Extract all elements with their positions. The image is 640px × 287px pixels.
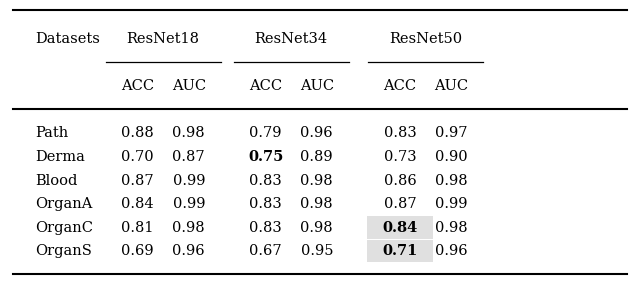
Text: ACC: ACC (383, 79, 417, 93)
Text: 0.98: 0.98 (435, 174, 467, 187)
Text: 0.87: 0.87 (122, 174, 154, 187)
Text: 0.84: 0.84 (382, 221, 418, 234)
Text: 0.98: 0.98 (435, 221, 467, 234)
Text: 0.98: 0.98 (301, 197, 333, 211)
Text: ResNet18: ResNet18 (127, 32, 200, 46)
Text: 0.96: 0.96 (435, 244, 467, 258)
Text: 0.98: 0.98 (173, 127, 205, 140)
Text: ResNet50: ResNet50 (389, 32, 462, 46)
Text: 0.71: 0.71 (382, 244, 418, 258)
Text: 0.75: 0.75 (248, 150, 284, 164)
Text: 0.73: 0.73 (384, 150, 416, 164)
Text: ResNet34: ResNet34 (255, 32, 328, 46)
Text: AUC: AUC (172, 79, 206, 93)
Text: AUC: AUC (300, 79, 334, 93)
Text: 0.79: 0.79 (250, 127, 282, 140)
Text: 0.69: 0.69 (122, 244, 154, 258)
Text: 0.88: 0.88 (121, 127, 154, 140)
Text: 0.83: 0.83 (249, 174, 282, 187)
Text: 0.98: 0.98 (173, 221, 205, 234)
Text: 0.99: 0.99 (435, 197, 467, 211)
Text: 0.84: 0.84 (122, 197, 154, 211)
Text: AUC: AUC (434, 79, 468, 93)
Text: 0.87: 0.87 (384, 197, 416, 211)
Text: ACC: ACC (249, 79, 282, 93)
Text: 0.98: 0.98 (301, 174, 333, 187)
Text: OrganS: OrganS (35, 244, 92, 258)
Text: 0.95: 0.95 (301, 244, 333, 258)
Text: 0.83: 0.83 (383, 127, 417, 140)
Text: Datasets: Datasets (35, 32, 100, 46)
Text: 0.98: 0.98 (301, 221, 333, 234)
Text: ACC: ACC (121, 79, 154, 93)
Text: 0.89: 0.89 (301, 150, 333, 164)
Text: OrganC: OrganC (35, 221, 93, 234)
Text: Derma: Derma (35, 150, 85, 164)
Text: 0.99: 0.99 (173, 174, 205, 187)
Text: 0.97: 0.97 (435, 127, 467, 140)
Text: 0.96: 0.96 (301, 127, 333, 140)
Text: Blood: Blood (35, 174, 77, 187)
FancyBboxPatch shape (367, 216, 433, 239)
Text: 0.90: 0.90 (435, 150, 467, 164)
Text: 0.83: 0.83 (249, 221, 282, 234)
Text: 0.83: 0.83 (249, 197, 282, 211)
Text: 0.67: 0.67 (250, 244, 282, 258)
Text: 0.96: 0.96 (173, 244, 205, 258)
Text: OrganA: OrganA (35, 197, 93, 211)
Text: 0.86: 0.86 (383, 174, 417, 187)
Text: 0.70: 0.70 (122, 150, 154, 164)
FancyBboxPatch shape (367, 240, 433, 262)
Text: 0.87: 0.87 (173, 150, 205, 164)
Text: 0.81: 0.81 (122, 221, 154, 234)
Text: 0.99: 0.99 (173, 197, 205, 211)
Text: Path: Path (35, 127, 68, 140)
